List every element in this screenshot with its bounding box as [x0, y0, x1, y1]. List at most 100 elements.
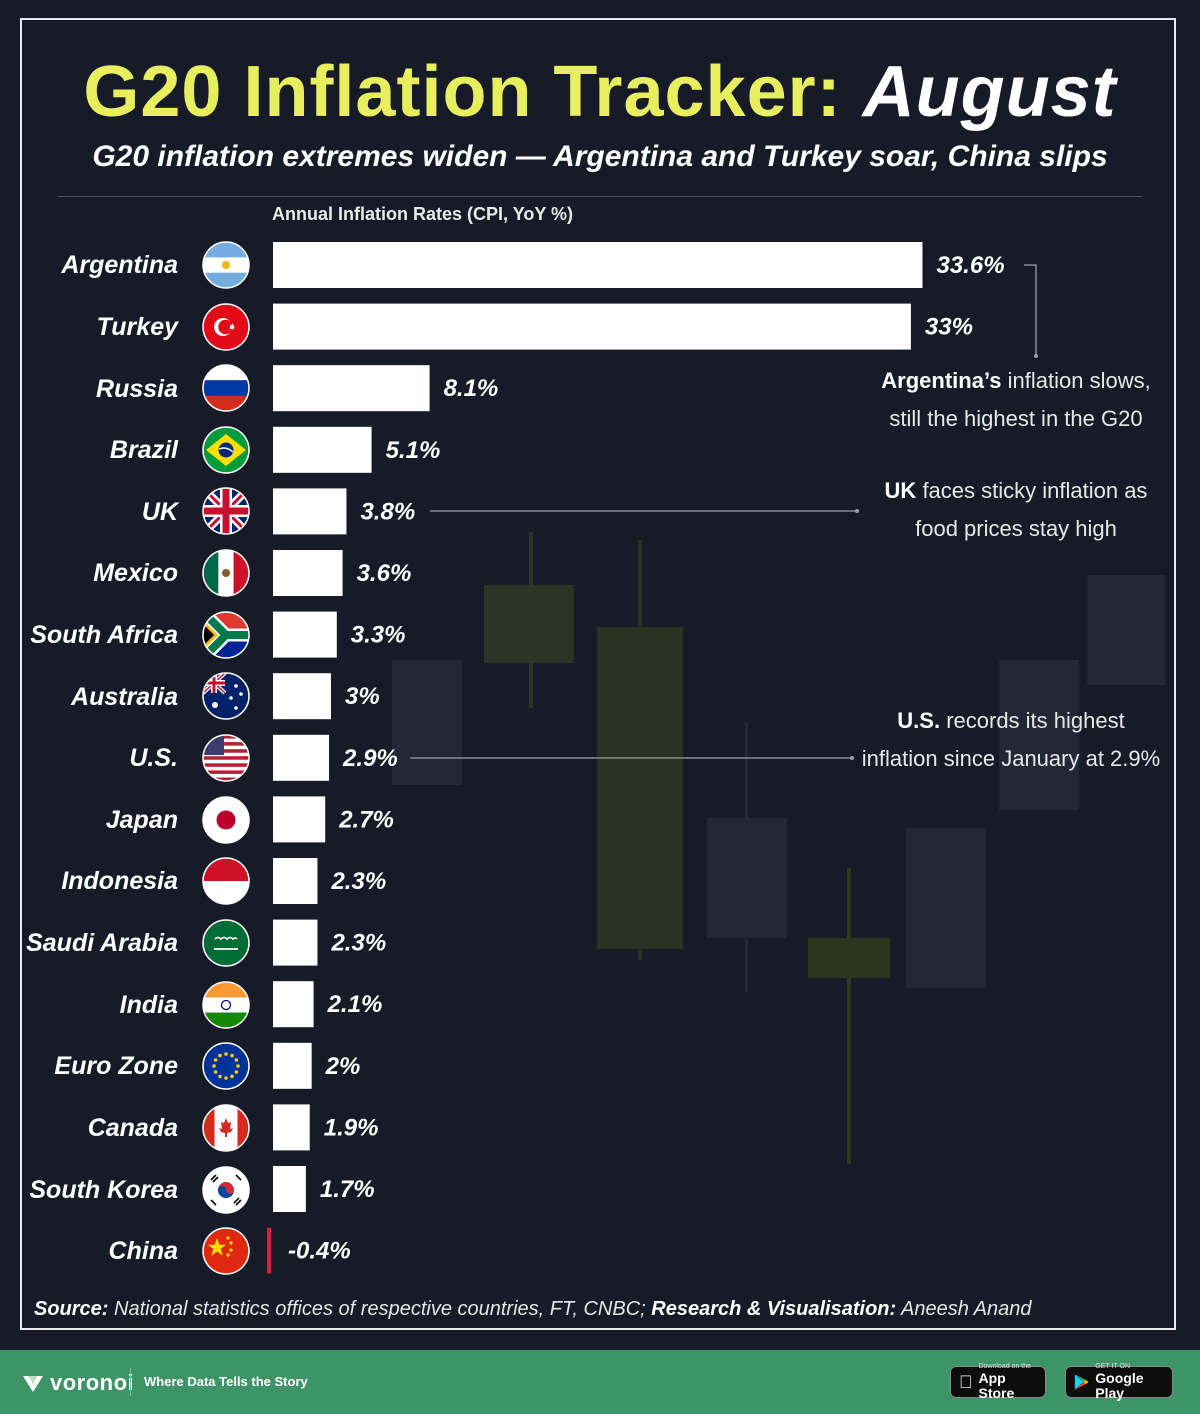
page-subtitle: G20 inflation extremes widen — Argentina… — [92, 140, 1108, 173]
country-label-brazil: Brazil — [110, 436, 179, 464]
value-label-australia: 3% — [345, 683, 380, 710]
country-label-china: China — [109, 1237, 179, 1265]
value-label-south-korea: 1.7% — [320, 1176, 375, 1203]
us-annotation-bold: U.S. — [897, 708, 941, 733]
country-label-australia: Australia — [70, 683, 178, 711]
credit-text: Aneesh Anand — [896, 1298, 1032, 1320]
value-label-turkey: 33% — [925, 314, 973, 341]
uk-annotation: UK faces sticky inflation as food prices… — [866, 472, 1166, 548]
bar-canada — [273, 1104, 310, 1151]
value-label-russia: 8.1% — [444, 375, 499, 402]
apple-icon:  — [959, 1372, 973, 1393]
turkey-flag-icon — [202, 303, 250, 351]
value-label-u-s: 2.9% — [342, 745, 398, 772]
app-store-button[interactable]:  Download on the App Store — [950, 1363, 1046, 1401]
us-flag-icon — [202, 734, 250, 782]
voronoi-logo-icon — [23, 1376, 43, 1392]
argentina-annotation: Argentina’s inflation slows, still the h… — [866, 362, 1166, 438]
title-part-2: August — [862, 52, 1117, 132]
axis-caption: Annual Inflation Rates (CPI, YoY %) — [272, 204, 574, 224]
uk-annotation-bold: UK — [884, 478, 917, 503]
app-store-big-text: App Store — [965, 1371, 1032, 1401]
app-store-small-text: Download on the — [965, 1363, 1032, 1378]
credit-label: Research & Visualisation: — [651, 1298, 897, 1320]
source-note: Source: National statistics offices of r… — [34, 1298, 1031, 1321]
voronoi-logo[interactable]: voronoi — [22, 1370, 134, 1396]
mexico-flag-icon — [202, 549, 250, 597]
candlestick-background-decoration — [392, 532, 1165, 1164]
page-title: G20 Inflation Tracker: August — [0, 48, 1200, 136]
value-label-brazil: 5.1% — [386, 437, 441, 464]
value-label-euro-zone: 2% — [325, 1053, 361, 1080]
bar-brazil — [273, 426, 372, 473]
google-play-big-text: Google Play — [1095, 1370, 1144, 1401]
source-text: National statistics offices of respectiv… — [108, 1298, 652, 1320]
south-korea-flag-icon — [202, 1166, 250, 1214]
inflation-bar-chart: Argentina Turkey Russia Brazil UK Mexico… — [26, 241, 1038, 1275]
bar-u-s — [273, 734, 330, 781]
country-label-euro-zone: Euro Zone — [54, 1052, 178, 1080]
chart-frame — [20, 18, 1176, 1330]
country-label-saudi-arabia: Saudi Arabia — [26, 929, 178, 957]
us-annotation: U.S. records its highest inflation since… — [861, 702, 1161, 778]
uk-flag-icon — [202, 487, 250, 535]
footer-tagline: Where Data Tells the Story — [144, 1374, 308, 1389]
brazil-flag-icon — [202, 426, 250, 474]
country-label-russia: Russia — [96, 375, 178, 403]
country-label-mexico: Mexico — [93, 559, 178, 587]
bar-south-africa — [273, 611, 337, 658]
value-label-japan: 2.7% — [338, 806, 394, 833]
value-label-argentina: 33.6% — [936, 252, 1004, 279]
country-label-us: U.S. — [129, 744, 178, 772]
bar-argentina — [273, 242, 923, 288]
china-flag-icon — [202, 1227, 250, 1275]
argentina-annotation-bold: Argentina’s — [881, 368, 1002, 393]
footer-separator — [130, 1368, 131, 1396]
us-annotation-text: records its highest inflation since Janu… — [861, 708, 1161, 771]
google-play-button[interactable]: GET IT ON Google Play — [1065, 1363, 1173, 1401]
bar-australia — [273, 673, 331, 720]
country-label-canada: Canada — [88, 1114, 178, 1142]
country-label-south-africa: South Africa — [30, 621, 178, 649]
uk-annotation-text: faces sticky inflation as food prices st… — [915, 478, 1148, 541]
brand-name: voronoi — [50, 1370, 135, 1395]
value-label-canada: 1.9% — [324, 1114, 379, 1141]
japan-flag-icon — [202, 796, 250, 844]
euro-zone-flag-icon — [202, 1042, 250, 1090]
bar-indonesia — [273, 858, 318, 904]
country-label-india: India — [120, 991, 178, 1019]
value-label-uk: 3.8% — [360, 498, 415, 525]
argentina-annotation-connector — [1024, 264, 1037, 356]
argentina-annotation-text: inflation slows, still the highest in th… — [889, 368, 1151, 431]
russia-flag-icon — [202, 364, 250, 412]
google-play-small-text: GET IT ON — [1095, 1363, 1131, 1370]
bar-mexico — [273, 550, 343, 596]
south-africa-flag-icon — [202, 611, 250, 659]
source-label: Source: — [34, 1298, 109, 1320]
footer-bar: voronoi Where Data Tells the Story  Dow… — [0, 1350, 1200, 1414]
india-flag-icon — [202, 981, 250, 1029]
value-label-china: -0.4% — [288, 1238, 351, 1265]
bar-south-korea — [273, 1166, 306, 1212]
bar-saudi-arabia — [273, 919, 318, 966]
value-label-saudi-arabia: 2.3% — [330, 930, 386, 957]
country-label-turkey: Turkey — [96, 313, 179, 341]
value-label-south-africa: 3.3% — [351, 622, 406, 649]
saudi-arabia-flag-icon — [202, 919, 250, 967]
bar-uk — [273, 488, 347, 535]
country-label-uk: UK — [142, 498, 180, 526]
argentina-flag-icon — [202, 241, 250, 289]
bar-japan — [273, 796, 326, 843]
title-part-1: G20 Inflation Tracker: — [83, 52, 842, 132]
header-divider — [58, 196, 1142, 197]
canada-flag-icon — [202, 1104, 250, 1152]
indonesia-flag-icon — [202, 857, 250, 905]
australia-flag-icon — [202, 672, 250, 720]
value-label-mexico: 3.6% — [357, 560, 412, 587]
bar-china — [267, 1227, 271, 1274]
country-label-indonesia: Indonesia — [61, 867, 178, 895]
value-label-india: 2.1% — [327, 991, 383, 1018]
country-label-japan: Japan — [106, 806, 178, 834]
country-label-argentina: Argentina — [60, 251, 178, 279]
google-play-icon — [1074, 1374, 1089, 1390]
